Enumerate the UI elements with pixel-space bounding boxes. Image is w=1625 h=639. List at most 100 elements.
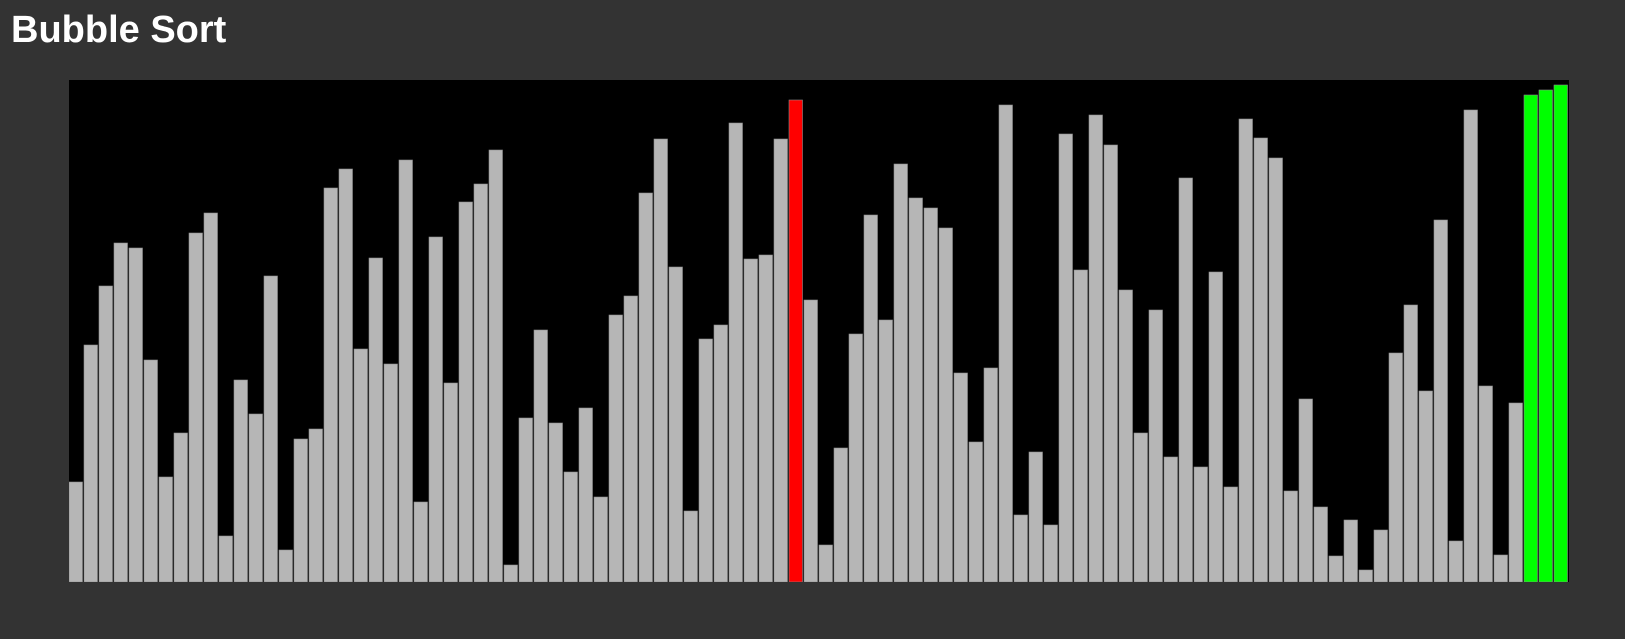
bar <box>818 544 833 582</box>
bar <box>1283 490 1298 582</box>
bar <box>368 257 383 582</box>
bar <box>878 319 893 582</box>
bar <box>698 338 713 582</box>
bar <box>143 359 158 582</box>
bar <box>608 314 623 582</box>
bar <box>338 168 353 582</box>
bar <box>593 496 608 582</box>
bar <box>638 192 653 582</box>
bar-sorted <box>1523 94 1538 582</box>
bar <box>1238 118 1253 582</box>
bar <box>1478 385 1493 582</box>
bar <box>1073 269 1088 582</box>
bar <box>908 197 923 582</box>
bar <box>278 549 293 582</box>
bar <box>683 510 698 582</box>
bar <box>443 382 458 582</box>
bar <box>353 348 368 582</box>
visualization-canvas <box>69 80 1569 582</box>
bar <box>518 417 533 582</box>
bar <box>1463 109 1478 582</box>
bar <box>1253 137 1268 582</box>
bar <box>383 363 398 582</box>
bar <box>548 422 563 582</box>
bar <box>848 333 863 582</box>
bar <box>1208 271 1223 582</box>
bar <box>428 236 443 582</box>
bar <box>893 163 908 582</box>
bar <box>188 232 203 582</box>
bar <box>83 344 98 582</box>
bar <box>1508 402 1523 582</box>
bar <box>158 476 173 582</box>
bar <box>503 564 518 582</box>
bar <box>668 266 683 582</box>
bar <box>248 413 263 582</box>
bar <box>128 247 143 582</box>
bar <box>1328 555 1343 582</box>
bar <box>1163 456 1178 582</box>
bar <box>1178 177 1193 582</box>
bar <box>653 138 668 582</box>
bar <box>1403 304 1418 582</box>
bar <box>98 285 113 582</box>
bar <box>69 481 83 582</box>
bar <box>713 324 728 582</box>
bar <box>233 379 248 582</box>
page-title: Bubble Sort <box>11 9 227 51</box>
bar <box>1268 157 1283 582</box>
bar <box>1433 219 1448 582</box>
bar <box>1373 529 1388 582</box>
bar <box>1493 554 1508 582</box>
bar <box>1223 486 1238 582</box>
bar <box>773 138 788 582</box>
bar <box>293 438 308 582</box>
bar <box>1448 540 1463 582</box>
bar <box>968 441 983 582</box>
bar <box>563 471 578 582</box>
bar <box>998 104 1013 582</box>
bar <box>758 254 773 582</box>
bar <box>1418 390 1433 582</box>
bar <box>203 212 218 582</box>
bar <box>623 295 638 582</box>
bar <box>533 329 548 582</box>
bar <box>1028 451 1043 582</box>
bar <box>113 242 128 582</box>
bar <box>1133 432 1148 582</box>
bar <box>1103 144 1118 582</box>
bar <box>173 432 188 582</box>
bar <box>1013 514 1028 582</box>
bar-active <box>788 99 803 582</box>
bar <box>923 207 938 582</box>
bar <box>323 187 338 582</box>
bar <box>863 214 878 582</box>
bar <box>833 447 848 582</box>
bar <box>743 258 758 582</box>
bar <box>578 407 593 582</box>
bar <box>473 183 488 582</box>
bar <box>263 275 278 582</box>
bar <box>1088 114 1103 582</box>
bar <box>413 501 428 582</box>
bar <box>218 535 233 582</box>
bar-sorted <box>1538 89 1553 582</box>
bar <box>728 122 743 582</box>
bar <box>803 299 818 582</box>
bar <box>1148 309 1163 582</box>
bar-sorted <box>1553 84 1568 582</box>
bar <box>1358 569 1373 582</box>
bar <box>1313 506 1328 582</box>
bar <box>1118 289 1133 582</box>
bar <box>1298 398 1313 582</box>
bar <box>1343 519 1358 582</box>
bar <box>1043 524 1058 582</box>
bar <box>458 201 473 582</box>
bar <box>398 159 413 582</box>
bar <box>953 372 968 582</box>
bar <box>938 227 953 582</box>
bar <box>1193 466 1208 582</box>
bar <box>983 367 998 582</box>
bar <box>1388 352 1403 582</box>
bar-chart <box>69 84 1568 582</box>
